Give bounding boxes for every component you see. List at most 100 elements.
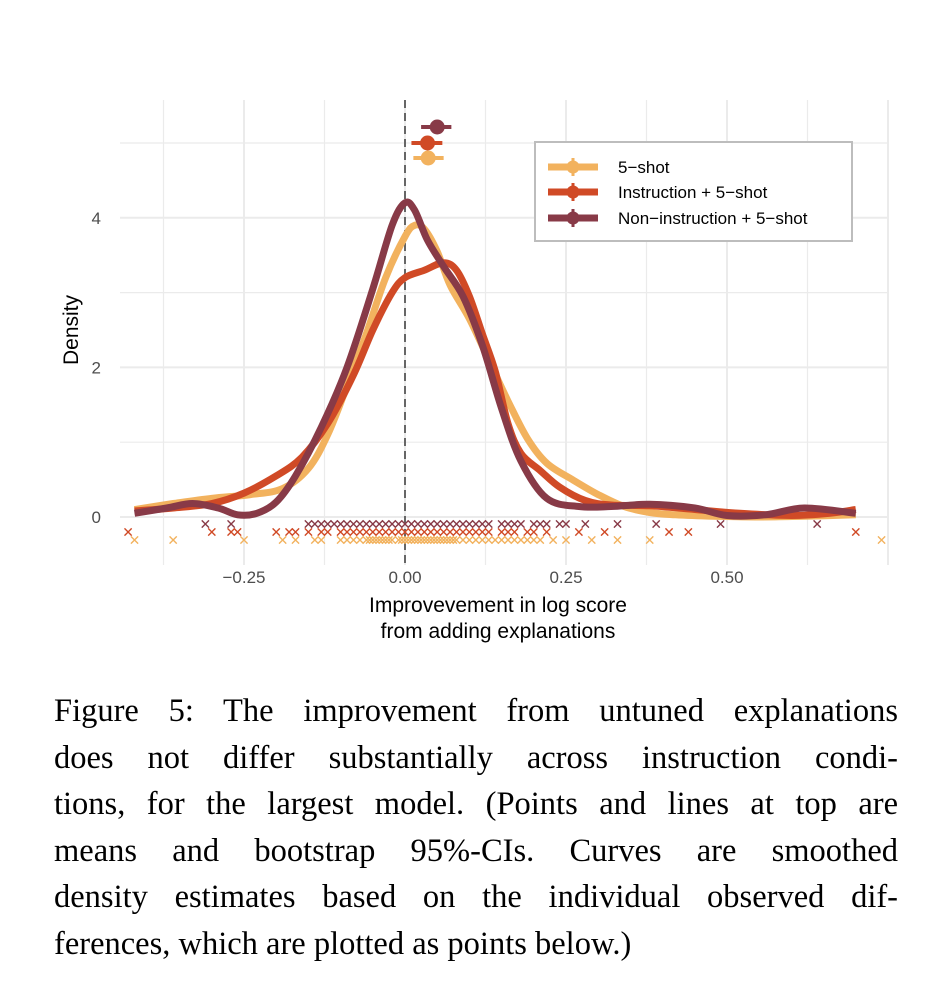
rug-stroke bbox=[510, 535, 519, 545]
rug-stroke bbox=[123, 527, 133, 537]
x-tick-label: 0.00 bbox=[388, 568, 421, 587]
rug-stroke bbox=[375, 527, 384, 537]
rug-point-non-instruction-five-shot bbox=[201, 519, 210, 529]
density-chart: −0.25 0.00 0.25 0.50 0 2 4 Density Improvevem… bbox=[60, 100, 889, 643]
rug-stroke bbox=[478, 535, 487, 545]
rug-point-instruction-five-shot bbox=[497, 527, 506, 537]
legend-item-instruction-five-shot: Instruction + 5−shot bbox=[548, 183, 768, 202]
rug-stroke bbox=[278, 535, 287, 545]
rug-point-five-shot bbox=[368, 535, 377, 545]
rug-stroke bbox=[497, 519, 506, 529]
rug-point-instruction-five-shot bbox=[426, 527, 435, 537]
rug-stroke bbox=[652, 519, 661, 529]
rug-point-five-shot bbox=[452, 535, 461, 545]
rug-stroke bbox=[420, 527, 429, 537]
rug-stroke bbox=[813, 519, 822, 529]
rug-stroke bbox=[484, 535, 493, 545]
density-curve-five-shot bbox=[133, 221, 856, 521]
x-tick-label: 0.25 bbox=[549, 568, 582, 587]
rug-point-instruction-five-shot bbox=[420, 527, 429, 537]
density-curves bbox=[133, 198, 857, 521]
rug-stroke bbox=[388, 535, 397, 545]
rug-stroke bbox=[587, 535, 596, 545]
y-axis-ticks: 0 2 4 bbox=[92, 209, 101, 527]
rug-point-five-shot bbox=[169, 535, 178, 545]
rug-point-instruction-five-shot bbox=[233, 527, 242, 537]
rug-point-five-shot bbox=[394, 535, 403, 545]
rug-stroke bbox=[365, 535, 374, 545]
rug-point-instruction-five-shot bbox=[207, 527, 216, 537]
legend: 5−shot Instruction + 5−shot Non−instructio… bbox=[534, 141, 853, 242]
rug-point-instruction-five-shot bbox=[381, 527, 390, 537]
rug-stroke bbox=[362, 535, 371, 545]
rug-stroke bbox=[336, 535, 345, 545]
mean-ci-non-instruction-five-shot bbox=[421, 119, 452, 135]
rug-point-non-instruction-five-shot bbox=[381, 519, 390, 529]
rug-point-five-shot bbox=[442, 535, 451, 545]
rug-stroke bbox=[877, 535, 886, 545]
rug-point-non-instruction-five-shot bbox=[355, 519, 365, 529]
rug-point-non-instruction-five-shot bbox=[310, 519, 319, 529]
rug-point-instruction-five-shot bbox=[452, 527, 461, 537]
rug-point-non-instruction-five-shot bbox=[465, 519, 474, 529]
rug-point-instruction-five-shot bbox=[323, 527, 332, 537]
rug-stroke bbox=[452, 519, 461, 529]
rug-stroke bbox=[355, 535, 365, 545]
rug-stroke bbox=[542, 527, 551, 537]
rug-stroke bbox=[413, 535, 422, 545]
rug-stroke bbox=[429, 535, 439, 545]
caption-line: tions, for the largest model. (Points an… bbox=[54, 786, 898, 822]
rug-stroke bbox=[510, 527, 519, 537]
rug-stroke bbox=[439, 535, 448, 545]
rug-point-non-instruction-five-shot bbox=[388, 519, 397, 529]
rug-point-instruction-five-shot bbox=[123, 527, 133, 537]
legend-label: 5−shot bbox=[618, 158, 670, 177]
rug-point-non-instruction-five-shot bbox=[433, 519, 442, 529]
y-axis-title: Density bbox=[60, 294, 83, 365]
rug-point-instruction-five-shot bbox=[439, 527, 448, 537]
rug-stroke bbox=[404, 535, 413, 545]
rug-stroke bbox=[426, 527, 435, 537]
rug-stroke bbox=[388, 527, 397, 537]
rug-stroke bbox=[426, 519, 435, 529]
rug-stroke bbox=[536, 535, 545, 545]
rug-point-five-shot bbox=[371, 535, 381, 545]
rug-point-non-instruction-five-shot bbox=[323, 519, 332, 529]
rug-point-five-shot bbox=[365, 535, 374, 545]
rug-point-instruction-five-shot bbox=[510, 527, 519, 537]
rug-stroke bbox=[581, 519, 590, 529]
rug-point-five-shot bbox=[388, 535, 397, 545]
rug-point-instruction-five-shot bbox=[523, 527, 532, 537]
rug-stroke bbox=[445, 519, 455, 529]
rug-stroke bbox=[484, 527, 493, 537]
rug-point-non-instruction-five-shot bbox=[375, 519, 384, 529]
rug-point-instruction-five-shot bbox=[484, 527, 493, 537]
rug-point-non-instruction-five-shot bbox=[317, 519, 326, 529]
rug-stroke bbox=[317, 527, 326, 537]
rug-point-instruction-five-shot bbox=[317, 527, 326, 537]
rug-stroke bbox=[439, 519, 448, 529]
mean-ci-markers bbox=[411, 119, 452, 166]
rug-stroke bbox=[497, 527, 506, 537]
rug-point-non-instruction-five-shot bbox=[227, 519, 236, 529]
rug-point-instruction-five-shot bbox=[433, 527, 442, 537]
rug-stroke bbox=[465, 527, 474, 537]
x-axis-title-line-1: Improvevement in log score bbox=[369, 594, 627, 617]
rug-stroke bbox=[284, 527, 294, 537]
rug-point-five-shot bbox=[349, 535, 358, 545]
rug-point-non-instruction-five-shot bbox=[471, 519, 480, 529]
rug-stroke bbox=[394, 535, 403, 545]
rug-point-instruction-five-shot bbox=[684, 527, 693, 537]
rug-point-five-shot bbox=[336, 535, 345, 545]
rug-point-non-instruction-five-shot bbox=[407, 519, 416, 529]
rug-point-non-instruction-five-shot bbox=[336, 519, 345, 529]
rug-stroke bbox=[465, 535, 474, 545]
rug-stroke bbox=[497, 535, 506, 545]
rug-point-non-instruction-five-shot bbox=[478, 519, 487, 529]
rug-stroke bbox=[529, 527, 538, 537]
rug-point-five-shot bbox=[397, 535, 406, 545]
rug-stroke bbox=[529, 519, 538, 529]
rug-stroke bbox=[851, 527, 860, 537]
rug-stroke bbox=[388, 519, 397, 529]
rug-stroke bbox=[317, 519, 326, 529]
